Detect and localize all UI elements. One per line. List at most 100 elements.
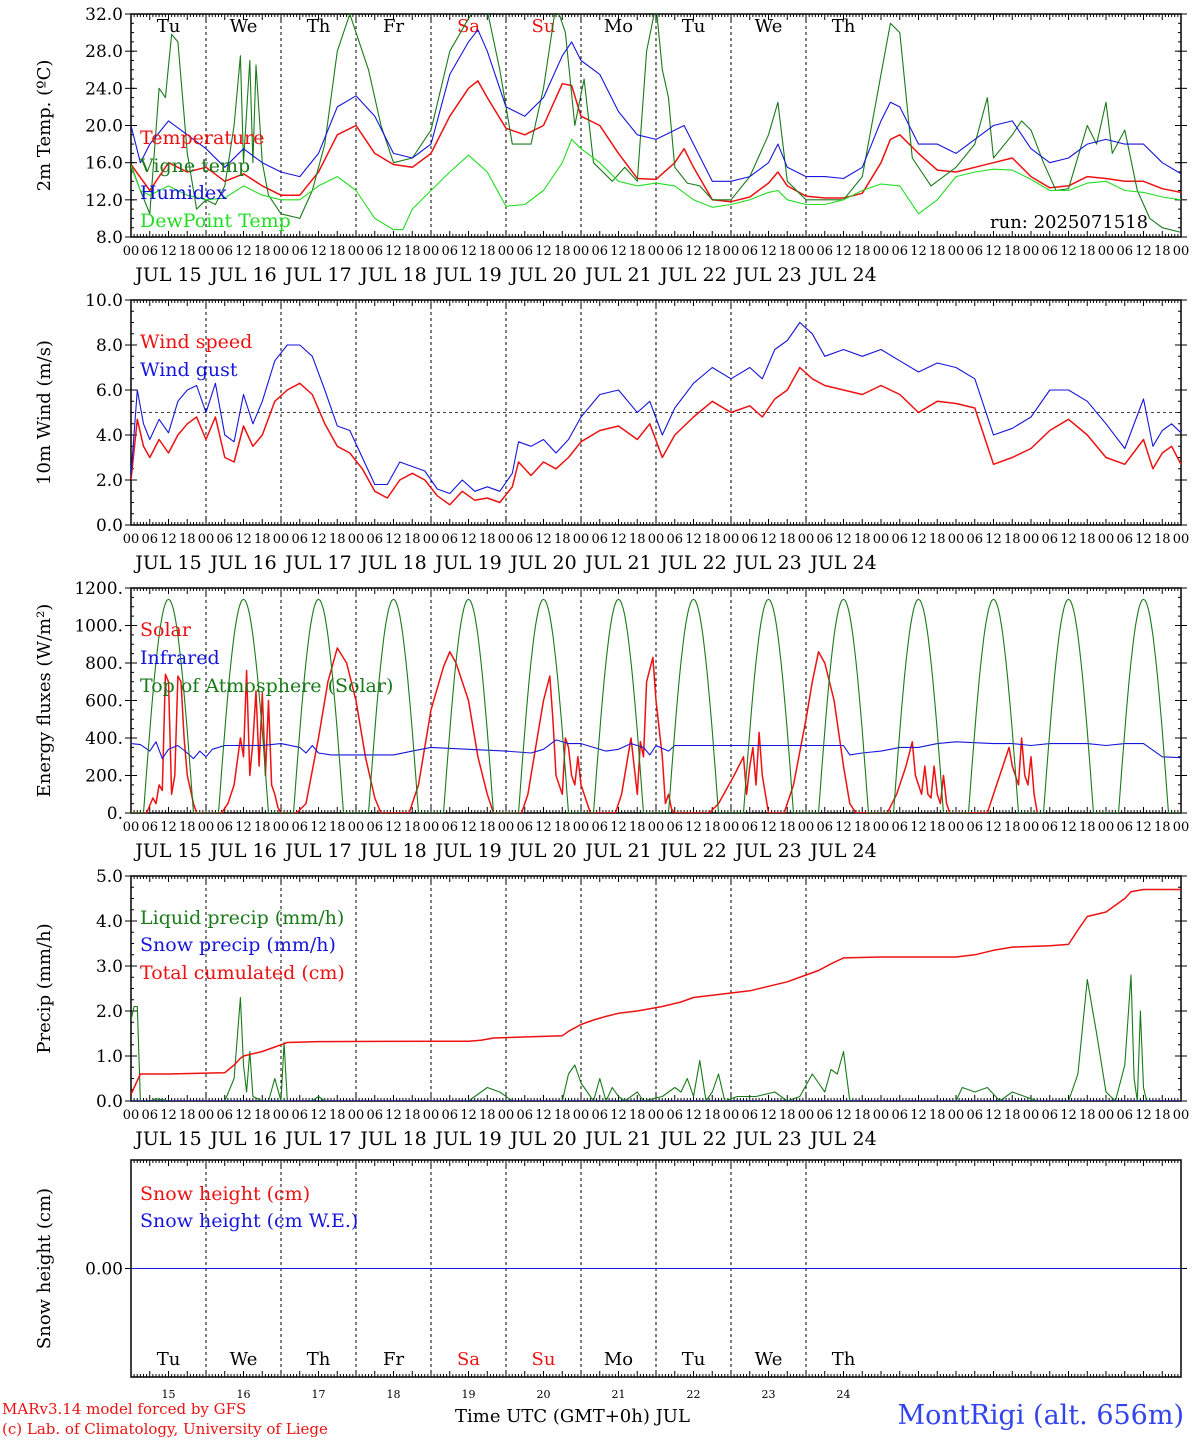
series-line-infrared	[131, 739, 1181, 760]
y-tick-label: 200.	[85, 767, 123, 787]
x-hour-label: 12	[835, 244, 852, 259]
panel-snow: 0.00 Snow height (cm) 15 16 17 18 19 20 21 22 23 24…	[34, 1159, 1187, 1401]
weekday-label: Fr	[383, 1349, 404, 1370]
x-hour-label: 06	[966, 820, 983, 835]
x-hour-label: 00	[348, 244, 365, 259]
x-hour-label: 00	[873, 244, 890, 259]
y-tick-label: 1200.	[74, 579, 123, 599]
x-day-number: 17	[312, 1388, 326, 1401]
y-tick-label: 600.	[85, 692, 123, 712]
x-hour-label: 12	[1135, 532, 1152, 547]
x-hour-label: 06	[966, 532, 983, 547]
x-hour-label: 00	[873, 1108, 890, 1123]
x-hour-label: 06	[141, 820, 158, 835]
y-tick-label: 20.0	[85, 117, 123, 137]
x-hour-label: 06	[816, 244, 833, 259]
x-day-label: JUL 22	[658, 840, 726, 862]
x-hour-label: 12	[1060, 244, 1077, 259]
x-hour-label: 12	[835, 820, 852, 835]
x-hour-label: 06	[591, 532, 608, 547]
x-day-label: JUL 20	[508, 1128, 576, 1150]
weekday-label: Tu	[157, 16, 181, 37]
x-hour-label: 06	[291, 244, 308, 259]
weekday-label: Sa	[457, 16, 480, 37]
x-hour-label: 12	[985, 532, 1002, 547]
x-hour-label: 06	[891, 1108, 908, 1123]
x-hour-label: 00	[1173, 820, 1190, 835]
x-hour-label: 12	[685, 820, 702, 835]
weekday-label: Th	[307, 1349, 331, 1370]
x-hour-label: 06	[1116, 244, 1133, 259]
x-day-number: 19	[462, 1388, 476, 1401]
x-hour-label: 00	[948, 820, 965, 835]
x-hour-label: 06	[816, 532, 833, 547]
x-hour-label: 00	[498, 244, 515, 259]
x-hour-label: 00	[573, 532, 590, 547]
weekday-label: We	[755, 16, 783, 37]
x-hour-label: 18	[1004, 820, 1021, 835]
series-line-wind-gust	[131, 321, 1181, 495]
x-hour-label: 06	[366, 244, 383, 259]
x-hour-label: 18	[179, 244, 196, 259]
x-hour-label: 18	[329, 1108, 346, 1123]
x-hour-label: 12	[535, 532, 552, 547]
series-group	[131, 14, 1181, 233]
x-hour-label: 18	[779, 244, 796, 259]
x-hour-label: 00	[573, 1108, 590, 1123]
x-hour-label: 00	[423, 820, 440, 835]
x-day-label: JUL 15	[133, 264, 201, 286]
y-tick-label: 6.0	[96, 381, 123, 401]
x-hour-label: 00	[273, 1108, 290, 1123]
x-hour-label: 00	[273, 532, 290, 547]
x-day-label: JUL 22	[658, 264, 726, 286]
x-day-label: JUL 16	[208, 1128, 276, 1150]
x-hour-label: 00	[1098, 1108, 1115, 1123]
x-day-label: JUL 21	[583, 1128, 651, 1150]
x-hour-label: 06	[441, 244, 458, 259]
x-day-label: JUL 16	[208, 552, 276, 574]
legend-entry: Humidex	[140, 182, 227, 204]
x-hour-label: 18	[254, 1108, 271, 1123]
x-hour-label: 06	[516, 244, 533, 259]
x-hour-label: 00	[1023, 244, 1040, 259]
x-day-label: JUL 15	[133, 1128, 201, 1150]
x-hour-label: 18	[1004, 1108, 1021, 1123]
x-hour-label: 12	[535, 244, 552, 259]
x-hour-label: 12	[1135, 244, 1152, 259]
x-hour-label: 00	[873, 820, 890, 835]
x-hour-label: 00	[1098, 244, 1115, 259]
weekday-label: Th	[832, 16, 856, 37]
x-day-label: JUL 24	[808, 840, 876, 862]
x-day-label: JUL 23	[733, 264, 801, 286]
x-day-label: JUL 17	[283, 1128, 351, 1150]
x-hour-label: 12	[760, 1108, 777, 1123]
x-hour-label: 18	[479, 1108, 496, 1123]
x-hour-label: 18	[929, 1108, 946, 1123]
weekday-label: Mo	[604, 16, 633, 37]
weekday-label: Tu	[682, 1349, 706, 1370]
y-tick-label: 0.0	[96, 516, 123, 536]
x-hour-label: 06	[441, 532, 458, 547]
x-day-label: JUL 24	[808, 1128, 876, 1150]
y-tick-label: 16.0	[85, 154, 123, 174]
x-day-label: JUL 23	[733, 552, 801, 574]
x-hour-label: 18	[554, 820, 571, 835]
y-tick-label: 28.0	[85, 42, 123, 62]
x-day-label: JUL 21	[583, 552, 651, 574]
x-hour-label: 06	[816, 1108, 833, 1123]
credit-line-2: (c) Lab. of Climatology, University of L…	[2, 1420, 328, 1438]
x-hour-label: 00	[723, 244, 740, 259]
x-day-label: JUL 24	[808, 552, 876, 574]
x-hour-label: 18	[629, 820, 646, 835]
x-hour-label: 06	[1041, 532, 1058, 547]
x-hour-label: 12	[910, 820, 927, 835]
x-hour-label: 00	[1173, 532, 1190, 547]
x-hour-label: 12	[310, 1108, 327, 1123]
x-hour-label: 18	[704, 820, 721, 835]
x-hour-label: 06	[741, 244, 758, 259]
x-hour-label: 12	[385, 244, 402, 259]
x-hour-label: 06	[141, 532, 158, 547]
x-hour-label: 00	[798, 532, 815, 547]
x-hour-label: 18	[704, 1108, 721, 1123]
